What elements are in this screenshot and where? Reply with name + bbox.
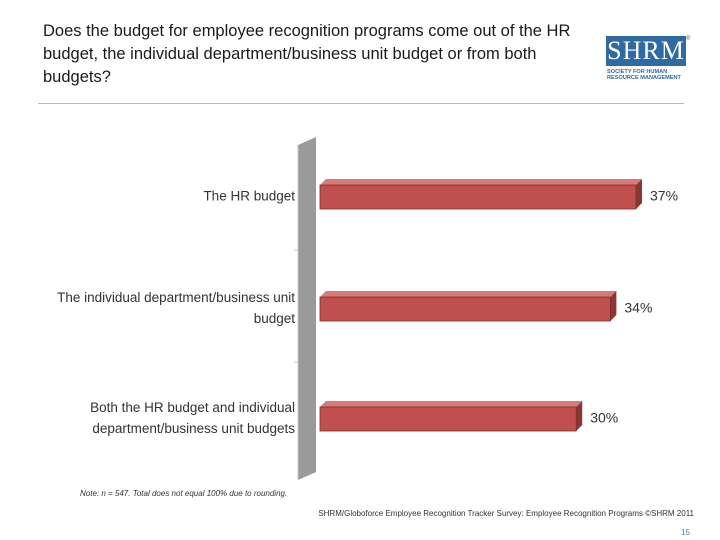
data-label: 37% [650, 188, 678, 204]
bar-end-face [576, 401, 583, 431]
bar [319, 184, 637, 210]
bar-top-face [320, 401, 583, 407]
logo-subtitle: SOCIETY FOR HUMAN RESOURCE MANAGEMENT [607, 69, 689, 81]
page-number: 15 [681, 528, 690, 537]
bar-end-face [610, 291, 617, 321]
chart-note: Note: n = 547. Total does not equal 100%… [80, 489, 288, 498]
data-label: 34% [624, 300, 652, 316]
category-label: The individual department/business unit [57, 290, 295, 305]
source-citation: SHRM/Globoforce Employee Recognition Tra… [318, 509, 694, 518]
category-label: department/business unit budgets [92, 421, 295, 436]
logo-subtitle-line-2: RESOURCE MANAGEMENT [607, 75, 681, 82]
chart-wall [298, 137, 316, 480]
bar [319, 296, 611, 322]
logo-registered: ® [686, 36, 691, 42]
bar-end-face [636, 179, 642, 209]
title-divider [38, 103, 684, 104]
data-label: 30% [590, 410, 618, 426]
category-label: The HR budget [203, 189, 295, 204]
page-title: Does the budget for employee recognition… [43, 22, 571, 86]
logo-mark: SHRM [606, 36, 686, 66]
bar-top-face [320, 179, 642, 185]
logo-subtitle-line-1: SOCIETY FOR HUMAN [607, 69, 668, 75]
category-label: Both the HR budget and individual [90, 400, 295, 415]
bar [319, 406, 577, 432]
bar-top-face [320, 291, 617, 297]
shrm-logo: SHRM ® SOCIETY FOR HUMAN RESOURCE MANAGE… [606, 36, 690, 88]
category-label: budget [254, 311, 296, 326]
